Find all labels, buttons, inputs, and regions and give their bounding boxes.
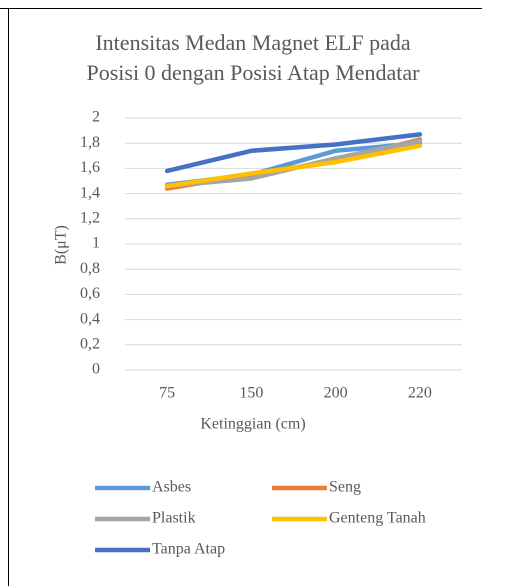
x-tick-label: 75 xyxy=(159,385,175,402)
legend-label: Asbes xyxy=(152,479,191,496)
y-tick-label: 0,6 xyxy=(80,285,100,302)
series-line xyxy=(164,132,423,174)
y-tick-label: 1,2 xyxy=(80,209,100,226)
x-axis-label: Ketinggian (cm) xyxy=(200,416,305,433)
legend-label: Seng xyxy=(329,479,361,496)
legend-label: Tanpa Atap xyxy=(152,541,225,558)
y-tick-label: 0 xyxy=(92,361,100,378)
x-tick-label: 200 xyxy=(324,385,348,402)
y-tick-label: 1,4 xyxy=(80,184,100,201)
y-tick-label: 1,8 xyxy=(80,134,100,151)
x-tick-label: 220 xyxy=(408,385,432,402)
legend-label: Genteng Tanah xyxy=(329,510,426,527)
y-tick-label: 0,8 xyxy=(80,260,100,277)
legend-label: Plastik xyxy=(152,510,196,527)
y-tick-label: 0,2 xyxy=(80,335,100,352)
y-tick-label: 1,6 xyxy=(80,159,100,176)
chart-title: Intensitas Medan Magnet ELF pada Posisi 0… xyxy=(86,30,420,85)
y-tick-label: 0,4 xyxy=(80,310,100,327)
x-tick-label: 150 xyxy=(239,385,263,402)
series-line xyxy=(164,143,423,189)
y-tick-label: 1 xyxy=(92,235,100,252)
y-axis-label: B(μT) xyxy=(53,225,70,265)
y-tick-label: 2 xyxy=(92,109,100,126)
